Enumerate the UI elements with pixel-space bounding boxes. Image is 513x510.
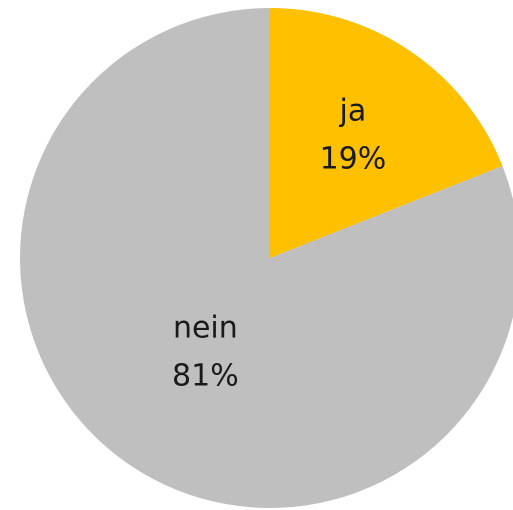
slice-category-label: nein	[173, 311, 238, 346]
slice-category-label: ja	[339, 94, 367, 129]
slice-value-label: 19%	[320, 142, 387, 177]
slice-value-label: 81%	[172, 359, 239, 394]
pie-slice	[20, 8, 513, 508]
pie-slice	[270, 8, 503, 258]
